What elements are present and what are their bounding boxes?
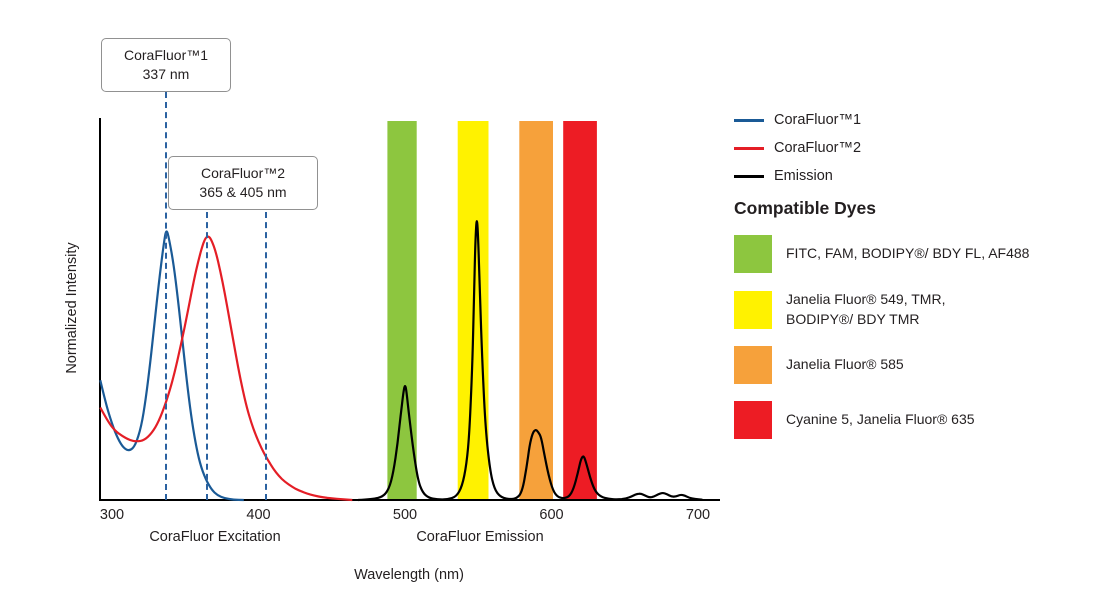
legend-item-emission: Emission — [734, 162, 861, 190]
excitation-max-marker-line — [206, 212, 209, 500]
compatible-dyes-title: Compatible Dyes — [734, 198, 876, 218]
x-tick-label: 700 — [685, 507, 711, 523]
dye-label: Janelia Fluor® 585 — [786, 356, 904, 373]
series-corafluor™2-excitation — [99, 235, 353, 502]
x-tick-label: 500 — [392, 507, 418, 523]
dye-label: FITC, FAM, BODIPY®/ BDY FL, AF488 — [786, 245, 1030, 262]
plot-area — [99, 118, 720, 502]
dye-item-green: FITC, FAM, BODIPY®/ BDY FL, AF488 — [734, 235, 1104, 273]
dye-item-yellow: Janelia Fluor® 549, TMR, BODIPY®/ BDY TM… — [734, 290, 1104, 329]
legend-label: CoraFluor™1 — [774, 112, 862, 128]
x-tick-label: 300 — [99, 507, 125, 523]
legend-line-swatch-blue — [734, 118, 764, 122]
x-tick-label: 400 — [246, 507, 271, 523]
x-axis-sublabel-excitation: CoraFluor Excitation — [149, 529, 281, 545]
legend: CoraFluor™1 CoraFluor™2 Emission — [734, 106, 861, 190]
dye-item-red: Cyanine 5, Janelia Fluor® 635 — [734, 401, 1104, 440]
legend-item-corafluor1: CoraFluor™1 — [734, 106, 861, 134]
series-corafluor™1-excitation — [99, 230, 244, 502]
x-axis-sublabel-emission: CoraFluor Emission — [416, 529, 544, 545]
x-tick-label: 600 — [539, 507, 564, 523]
excitation-max-marker-line — [165, 92, 168, 500]
emission-filter-band — [519, 121, 553, 500]
excitation-max-marker-line — [264, 212, 267, 500]
dye-swatch-red — [734, 401, 772, 440]
legend-item-corafluor2: CoraFluor™2 — [734, 134, 861, 162]
x-axis-label: Wavelength (nm) — [354, 567, 464, 583]
y-axis-label: Normalized Intensity — [64, 242, 80, 374]
compatible-dyes-panel: Compatible Dyes FITC, FAM, BODIPY®/ BDY … — [734, 198, 1104, 456]
dye-label: Cyanine 5, Janelia Fluor® 635 — [786, 411, 975, 428]
dye-swatch-orange — [734, 346, 772, 385]
legend-line-swatch-black — [734, 174, 764, 178]
dye-swatch-green — [734, 235, 772, 273]
dye-label: Janelia Fluor® 549, TMR, BODIPY®/ BDY TM… — [786, 291, 946, 327]
emission-filter-band — [563, 121, 597, 500]
callout-corafluor2-excitation-max: CoraFluor™2 365 & 405 nm — [168, 156, 318, 210]
legend-line-swatch-red — [734, 146, 764, 150]
series-emission — [358, 220, 703, 502]
dye-swatch-yellow — [734, 290, 772, 329]
legend-label: CoraFluor™2 — [774, 140, 862, 156]
legend-label: Emission — [774, 168, 833, 184]
callout-corafluor1-excitation-max: CoraFluor™1 337 nm — [101, 38, 231, 92]
dye-item-orange: Janelia Fluor® 585 — [734, 346, 1104, 385]
